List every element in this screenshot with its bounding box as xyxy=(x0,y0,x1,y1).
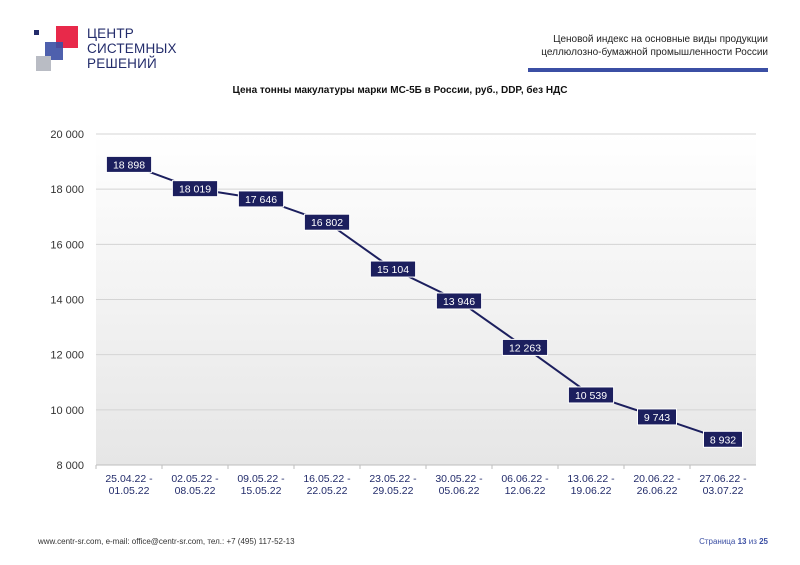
data-label: 10 539 xyxy=(575,390,607,402)
index-title-line-1: Ценовой индекс на основные виды продукци… xyxy=(553,34,768,45)
y-tick-label: 8 000 xyxy=(56,460,84,472)
data-point xyxy=(637,408,677,426)
x-tick-label: 30.05.22 - xyxy=(435,473,483,485)
data-label: 18 019 xyxy=(179,184,211,196)
data-point xyxy=(435,292,483,310)
x-tick-label: 19.06.22 xyxy=(571,485,612,497)
data-label: 12 263 xyxy=(509,342,541,354)
data-label: 17 646 xyxy=(245,194,277,206)
page-current: 13 xyxy=(737,537,747,546)
data-point xyxy=(237,190,285,208)
logo-line-2: СИСТЕМНЫХ xyxy=(87,41,177,56)
logo-line-3: РЕШЕНИЙ xyxy=(87,56,157,71)
data-label: 13 946 xyxy=(443,296,475,308)
page-of: из xyxy=(748,537,757,546)
page-total: 25 xyxy=(759,537,768,546)
x-tick-label: 05.06.22 xyxy=(439,485,480,497)
x-tick-label: 02.05.22 - xyxy=(171,473,219,485)
data-point xyxy=(567,386,615,404)
x-tick-label: 13.06.22 - xyxy=(567,473,615,485)
x-tick-label: 01.05.22 xyxy=(109,485,150,497)
page-prefix: Страница xyxy=(699,537,736,546)
x-tick-label: 22.05.22 xyxy=(307,485,348,497)
data-point xyxy=(703,430,743,448)
x-tick-label: 09.05.22 - xyxy=(237,473,285,485)
index-title: Ценовой индекс на основные виды продукци… xyxy=(468,33,768,59)
x-tick-label: 26.06.22 xyxy=(637,485,678,497)
x-tick-label: 15.05.22 xyxy=(241,485,282,497)
y-tick-label: 14 000 xyxy=(50,295,84,307)
footer-contacts: www.centr-sr.com, e-mail: office@centr-s… xyxy=(38,537,295,546)
x-tick-label: 23.05.22 - xyxy=(369,473,417,485)
x-tick-label: 08.05.22 xyxy=(175,485,216,497)
x-tick-label: 20.06.22 - xyxy=(633,473,681,485)
index-title-line-2: целлюлозно-бумажной промышленности Росси… xyxy=(541,47,768,58)
logo-mark-icon xyxy=(34,26,78,71)
y-tick-label: 20 000 xyxy=(50,129,84,141)
data-label: 15 104 xyxy=(377,264,409,276)
x-tick-label: 03.07.22 xyxy=(703,485,744,497)
chart-title: Цена тонны макулатуры марки МС-5Б в Росс… xyxy=(232,85,568,96)
y-tick-label: 12 000 xyxy=(50,350,84,362)
x-tick-label: 06.06.22 - xyxy=(501,473,549,485)
data-point xyxy=(369,260,417,278)
y-tick-label: 16 000 xyxy=(50,239,84,251)
data-label: 16 802 xyxy=(311,217,343,229)
x-tick-label: 27.06.22 - xyxy=(699,473,747,485)
x-tick-label: 16.05.22 - xyxy=(303,473,351,485)
header-accent-bar xyxy=(528,68,768,72)
data-label: 18 898 xyxy=(113,159,145,171)
page-number: Страница 13 из 25 xyxy=(699,537,768,546)
company-logo: ЦЕНТР СИСТЕМНЫХ РЕШЕНИЙ xyxy=(34,26,184,76)
data-point xyxy=(105,155,153,173)
logo-text: ЦЕНТР СИСТЕМНЫХ РЕШЕНИЙ xyxy=(87,26,177,71)
y-tick-label: 10 000 xyxy=(50,405,84,417)
data-point xyxy=(303,213,351,231)
x-tick-label: 29.05.22 xyxy=(373,485,414,497)
logo-line-1: ЦЕНТР xyxy=(87,26,134,41)
series-line xyxy=(128,163,724,441)
x-tick-label: 25.04.22 - xyxy=(105,473,153,485)
data-label: 8 932 xyxy=(710,434,736,446)
y-tick-label: 18 000 xyxy=(50,184,84,196)
x-tick-label: 12.06.22 xyxy=(505,485,546,497)
data-point xyxy=(171,180,219,198)
data-point xyxy=(501,338,549,356)
data-label: 9 743 xyxy=(644,412,670,424)
